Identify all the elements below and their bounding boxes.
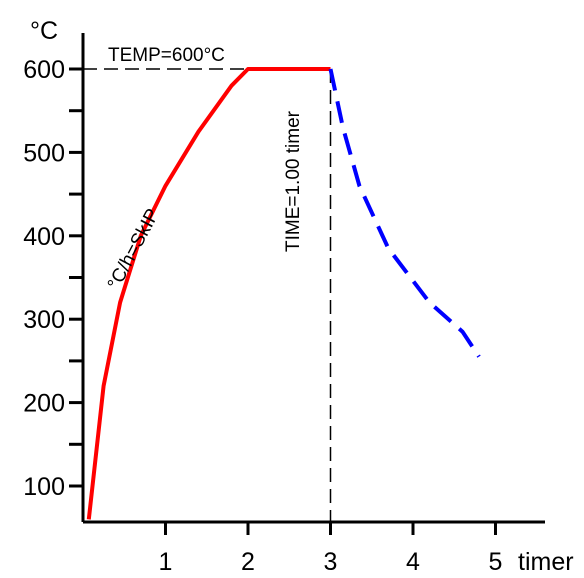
- y-tick-label: 200: [23, 390, 65, 418]
- x-tick-label: 4: [406, 548, 420, 576]
- y-tick-label: 400: [23, 223, 65, 251]
- x-unit-label: timer: [518, 548, 574, 576]
- x-tick-label: 5: [489, 548, 503, 576]
- time-annotation: TIME=1.00 timer: [283, 110, 304, 252]
- y-tick-label: 500: [23, 139, 65, 167]
- y-unit-label: °C: [30, 17, 58, 45]
- y-tick-label: 600: [23, 56, 65, 84]
- x-tick-label: 2: [241, 548, 255, 576]
- y-tick-label: 300: [23, 306, 65, 334]
- rate-annotation: °C/h=SkIP: [104, 205, 164, 293]
- temp-annotation: TEMP=600°C: [108, 45, 225, 66]
- cooling-series-line: [328, 68, 481, 358]
- y-tick-label: 100: [23, 473, 65, 501]
- heating-series-line: [86, 67, 331, 520]
- x-tick-label: 1: [159, 548, 173, 576]
- x-tick-label: 3: [324, 548, 338, 576]
